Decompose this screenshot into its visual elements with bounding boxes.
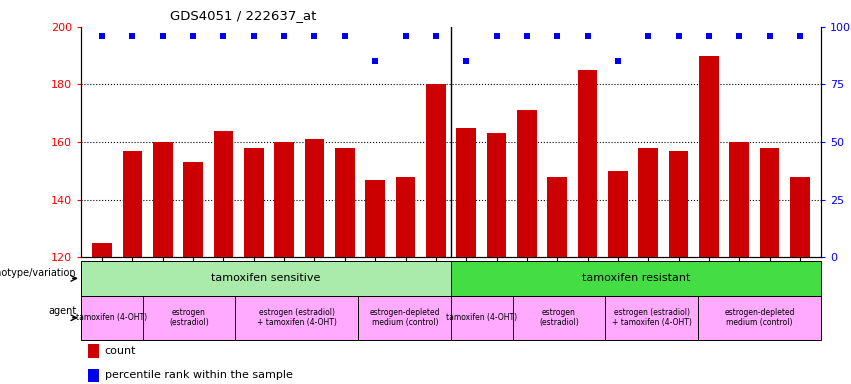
Bar — [214, 131, 233, 257]
Bar — [274, 142, 294, 257]
Bar — [81, 296, 142, 340]
Bar — [698, 296, 821, 340]
Bar — [426, 84, 446, 257]
Text: tamoxifen (4-OHT): tamoxifen (4-OHT) — [446, 313, 517, 322]
Text: genotype/variation: genotype/variation — [0, 268, 77, 278]
Text: estrogen-depleted
medium (control): estrogen-depleted medium (control) — [369, 308, 440, 328]
Text: tamoxifen sensitive: tamoxifen sensitive — [211, 273, 321, 283]
Bar — [89, 344, 100, 358]
Bar — [358, 296, 451, 340]
Bar — [89, 369, 100, 382]
Bar — [396, 177, 415, 257]
Bar — [790, 177, 810, 257]
Bar — [244, 148, 264, 257]
Text: count: count — [105, 346, 136, 356]
Bar — [578, 70, 597, 257]
Bar — [305, 139, 324, 257]
Bar — [153, 142, 173, 257]
Bar — [142, 296, 235, 340]
Text: estrogen (estradiol)
+ tamoxifen (4-OHT): estrogen (estradiol) + tamoxifen (4-OHT) — [612, 308, 692, 328]
Bar — [451, 261, 821, 296]
Text: estrogen
(estradiol): estrogen (estradiol) — [540, 308, 579, 328]
Bar — [669, 151, 688, 257]
Bar — [123, 151, 142, 257]
Text: percentile rank within the sample: percentile rank within the sample — [105, 370, 293, 380]
Text: GDS4051 / 222637_at: GDS4051 / 222637_at — [169, 9, 316, 22]
Text: estrogen-depleted
medium (control): estrogen-depleted medium (control) — [724, 308, 795, 328]
Bar — [547, 177, 567, 257]
Bar — [92, 243, 112, 257]
Bar — [81, 261, 451, 296]
Bar — [638, 148, 658, 257]
Bar — [365, 179, 385, 257]
Bar — [512, 296, 605, 340]
Text: agent: agent — [49, 306, 77, 316]
Text: tamoxifen resistant: tamoxifen resistant — [582, 273, 690, 283]
Text: estrogen (estradiol)
+ tamoxifen (4-OHT): estrogen (estradiol) + tamoxifen (4-OHT) — [257, 308, 337, 328]
Bar — [760, 148, 780, 257]
Text: estrogen
(estradiol): estrogen (estradiol) — [169, 308, 208, 328]
Bar — [608, 171, 628, 257]
Bar — [335, 148, 355, 257]
Bar — [487, 133, 506, 257]
Text: tamoxifen (4-OHT): tamoxifen (4-OHT) — [76, 313, 147, 322]
Bar — [517, 110, 537, 257]
Bar — [456, 127, 476, 257]
Bar — [235, 296, 358, 340]
Bar — [451, 296, 512, 340]
Bar — [699, 56, 719, 257]
Bar — [183, 162, 203, 257]
Bar — [729, 142, 749, 257]
Bar — [605, 296, 698, 340]
